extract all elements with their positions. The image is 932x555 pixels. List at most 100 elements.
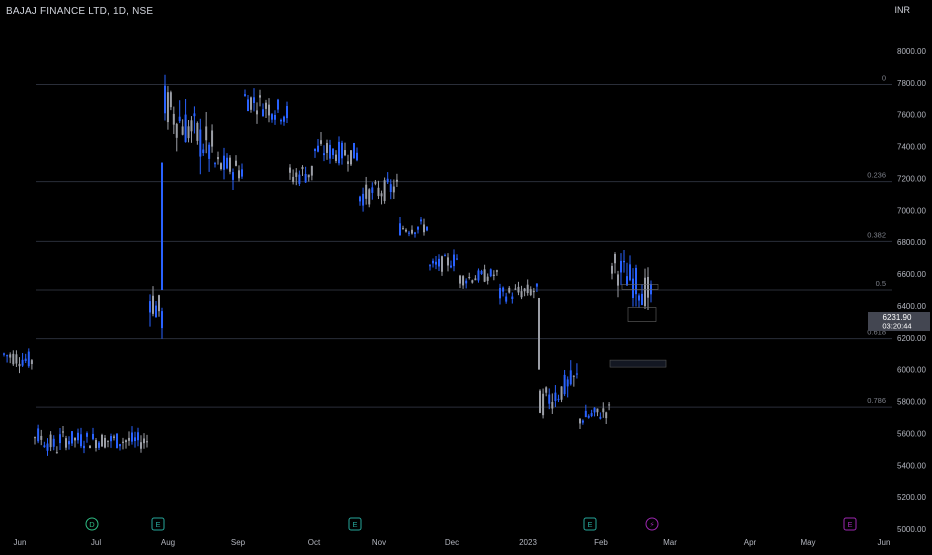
event-marker[interactable]: E: [583, 517, 597, 531]
candle-body: [557, 398, 560, 400]
candle-body: [514, 288, 517, 290]
time-tick-label: May: [800, 538, 815, 547]
event-marker[interactable]: D: [85, 517, 99, 531]
candle-body: [164, 85, 166, 114]
price-tick-label: 8000.00: [897, 47, 926, 56]
candle-body: [310, 165, 313, 176]
candle-body: [292, 176, 295, 183]
candle-body: [539, 390, 541, 413]
candle-body: [480, 271, 483, 275]
price-tick-label: 6600.00: [897, 270, 926, 279]
candle-body: [395, 179, 398, 182]
candle-body: [187, 126, 190, 139]
event-marker[interactable]: E: [348, 517, 362, 531]
event-circle: [645, 517, 659, 531]
candle-body: [71, 431, 73, 444]
candle-body: [614, 253, 616, 264]
time-tick-label: Jun: [14, 538, 27, 547]
fib-label: 0.618: [867, 328, 886, 337]
candle-body: [27, 351, 30, 367]
candle-body: [238, 170, 240, 179]
candle-body: [489, 269, 492, 277]
candle-body: [110, 436, 112, 442]
candle-body: [34, 437, 36, 439]
candle-body: [104, 437, 106, 448]
candle-body: [465, 280, 468, 284]
event-markers[interactable]: D E E E ⚡ E: [85, 517, 857, 531]
candle-body: [402, 228, 404, 230]
candle-body: [423, 224, 425, 233]
candle-body: [107, 440, 109, 442]
event-marker[interactable]: E: [151, 517, 165, 531]
candle-body: [499, 287, 501, 299]
candle-body: [59, 434, 61, 444]
candle-body: [320, 140, 322, 144]
fib-label: 0.786: [867, 396, 886, 405]
price-axis[interactable]: 8000.00 7800.00 7600.00 7400.00 7200.00 7000.…: [897, 47, 926, 534]
candle-body: [362, 193, 365, 206]
candle-body: [143, 438, 145, 444]
candle-body: [462, 276, 465, 286]
event-letter: E: [847, 520, 852, 529]
time-tick-label: Nov: [372, 538, 386, 547]
symbol-title: BAJAJ FINANCE LTD, 1D, NSE: [6, 6, 154, 17]
fib-label: 0.5: [876, 279, 886, 288]
candle-body: [37, 428, 40, 442]
candle-body: [426, 226, 428, 231]
candle-body: [101, 434, 103, 447]
candle-body: [429, 265, 431, 267]
price-tick-label: 7600.00: [897, 111, 926, 120]
candle-body: [371, 187, 374, 193]
event-letter: E: [587, 520, 592, 529]
candle-body: [569, 370, 572, 385]
candle-body: [326, 143, 328, 153]
candle-body: [211, 130, 214, 147]
event-square: [151, 517, 165, 531]
event-marker[interactable]: E: [843, 517, 857, 531]
price-tick-label: 6400.00: [897, 302, 926, 311]
candle-body: [523, 288, 526, 292]
candle-body: [113, 436, 115, 438]
time-tick-label: Dec: [445, 538, 459, 547]
candle-body: [74, 437, 76, 441]
candle-body: [286, 106, 288, 119]
candle-body: [635, 267, 637, 295]
candle-body: [3, 353, 5, 355]
candle-body: [83, 445, 85, 449]
candle-body: [450, 265, 452, 268]
candle-body: [268, 104, 270, 116]
candle-body: [271, 114, 273, 120]
demand-zone: [609, 359, 667, 368]
candle-body: [447, 257, 449, 266]
price-tick-label: 5200.00: [897, 493, 926, 502]
candle-body: [49, 434, 52, 448]
candle-body: [18, 363, 21, 367]
bar-countdown: 03:20:44: [882, 322, 911, 331]
time-axis[interactable]: Jun Jul Aug Sep Oct Nov Dec 2023 Feb Mar Apr May Jun: [14, 538, 891, 547]
candle-body: [256, 110, 258, 115]
candle-body: [623, 260, 625, 263]
candle-body: [408, 232, 410, 234]
candle-body: [548, 394, 551, 404]
event-marker[interactable]: ⚡: [645, 517, 659, 531]
candle-body: [80, 434, 82, 447]
time-tick-label: 2023: [519, 538, 537, 547]
candles: [3, 74, 652, 456]
currency-label: INR: [894, 5, 911, 15]
time-tick-label: Aug: [161, 538, 175, 547]
fib-label: 0: [882, 73, 886, 82]
candle-body: [259, 95, 261, 98]
candle-body: [314, 148, 316, 152]
candle-body: [641, 293, 643, 305]
candle-body: [551, 401, 554, 409]
price-tick-label: 7200.00: [897, 174, 926, 183]
candle-body: [301, 166, 304, 170]
candle-body: [202, 149, 205, 154]
candle-body: [298, 174, 301, 184]
candle-body: [149, 301, 151, 313]
candle-body: [65, 438, 67, 448]
time-tick-label: Oct: [308, 538, 321, 547]
candle-body: [128, 437, 130, 441]
